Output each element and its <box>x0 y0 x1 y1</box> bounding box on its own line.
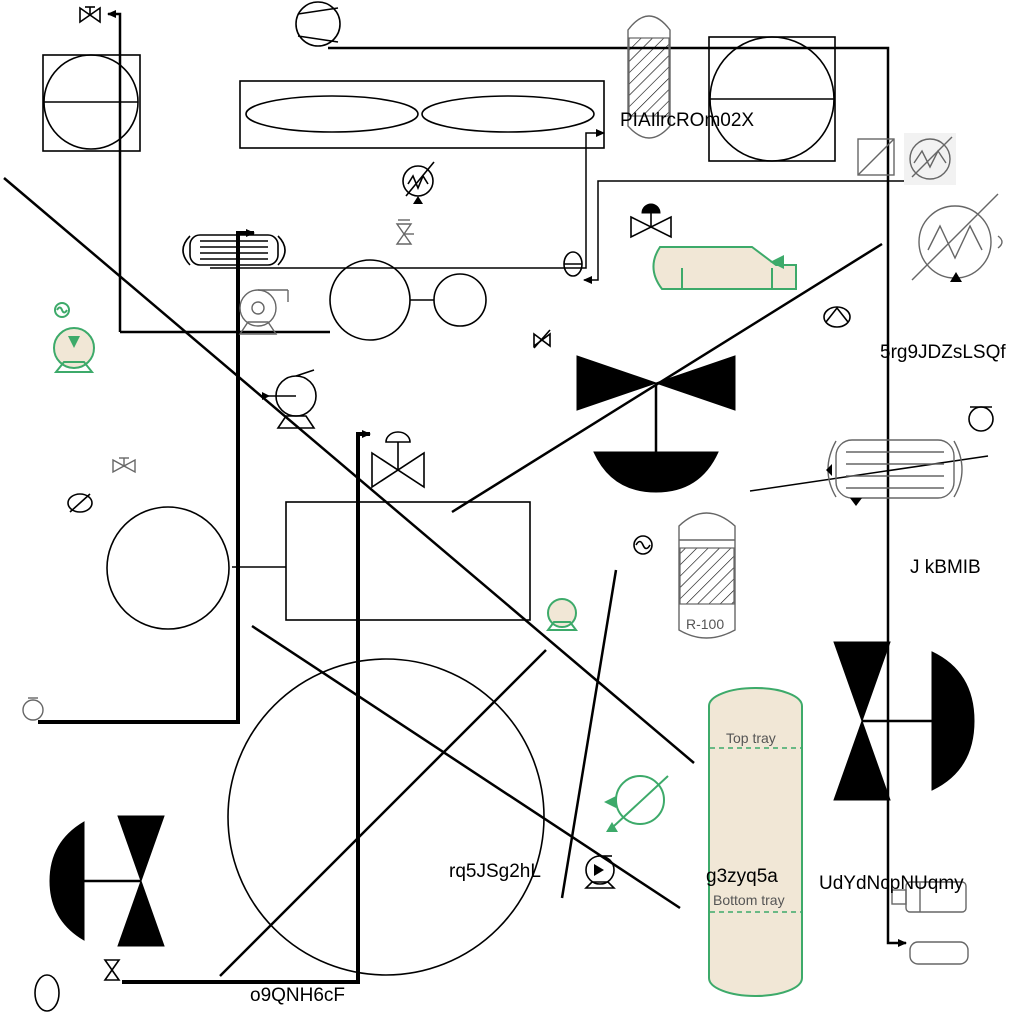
control-valve-icon <box>630 203 672 239</box>
label-5: g3zyq5a <box>706 866 778 887</box>
label-4: rq5JSg2hL <box>449 861 541 882</box>
shell-tube-exchanger-icon <box>182 234 286 266</box>
control-valve-icon <box>371 431 425 489</box>
butterfly-valve-icon <box>576 355 736 493</box>
process-line <box>583 180 955 284</box>
process-lines <box>3 10 989 984</box>
vessel-icon <box>34 974 60 1012</box>
heat-exchanger-icon <box>911 193 1003 282</box>
blower-icon <box>238 289 289 335</box>
sphere-tank-icon <box>227 658 545 976</box>
control-valve-icon <box>395 219 414 245</box>
drum-icon <box>909 941 969 965</box>
top-tray-label: Top tray <box>726 730 776 746</box>
process-line <box>122 430 371 984</box>
butterfly-valve-icon <box>49 815 165 947</box>
label-6: UdYdNcpNUqmy <box>819 873 964 894</box>
process-line <box>107 10 122 332</box>
compressor-icon <box>295 1 341 47</box>
pump-icon <box>546 598 578 631</box>
packed-column-icon <box>627 15 671 139</box>
signal-icon <box>633 535 653 555</box>
tray-column-icon: Top tray Bottom tray <box>708 687 803 997</box>
process-line <box>38 229 255 724</box>
pump-icon <box>584 855 616 889</box>
butterfly-valve-icon <box>833 641 975 801</box>
shell-tube-exchanger-icon <box>826 406 994 506</box>
pump-icon <box>823 306 851 328</box>
horizontal-drum-icon <box>652 246 797 290</box>
label-7: o9QNH6cF <box>250 985 345 1006</box>
reactor-tag: R-100 <box>686 616 724 632</box>
spherical-tank-icon <box>708 36 836 162</box>
spherical-tank-icon <box>42 54 141 152</box>
strainer-icon <box>67 493 93 513</box>
process-line <box>219 649 547 977</box>
process-line <box>3 177 695 764</box>
pump-icon <box>262 369 317 429</box>
process-line <box>328 46 907 947</box>
process-line <box>251 624 681 910</box>
filter-icon <box>857 138 895 176</box>
heat-exchanger-icon <box>402 161 435 204</box>
label-1: PIAIlrcROm02X <box>620 110 754 131</box>
process-line <box>451 242 883 514</box>
reactor-icon: R-100 <box>678 512 736 639</box>
horizontal-vessel-icon <box>285 501 531 621</box>
bottom-tray-label: Bottom tray <box>713 892 785 908</box>
process-line <box>210 129 605 269</box>
hand-valve-icon <box>112 457 136 474</box>
compressor-drive-icon <box>329 259 487 341</box>
heat-exchanger-icon <box>604 775 669 832</box>
motor-icon <box>891 881 967 913</box>
vent-icon <box>22 697 44 721</box>
heat-exchanger-icon <box>904 133 956 185</box>
orifice-icon <box>563 251 583 277</box>
process-line <box>749 455 989 492</box>
process-line <box>560 569 618 899</box>
label-2: 5rg9JDZsLSQf <box>880 342 1006 363</box>
label-3: J kBMIB <box>910 557 981 578</box>
sphere-tank-icon <box>106 506 230 630</box>
valve-icon <box>533 329 551 349</box>
pump-icon <box>53 302 95 373</box>
gate-valve-icon <box>79 6 101 24</box>
air-cooler-icon <box>239 80 605 149</box>
gate-valve-icon <box>103 959 121 981</box>
